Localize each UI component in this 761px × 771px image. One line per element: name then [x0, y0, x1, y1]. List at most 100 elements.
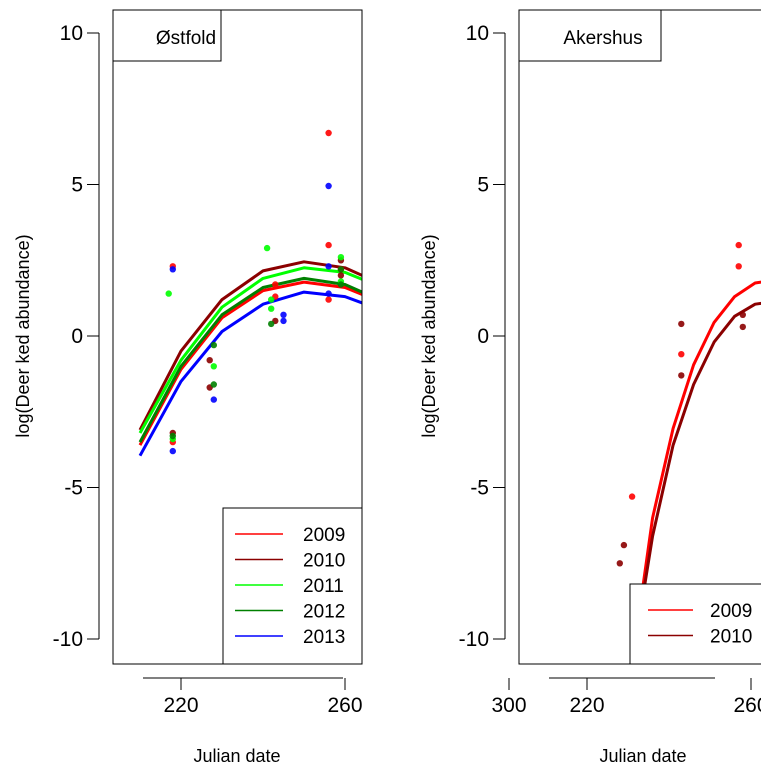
data-point-2013 — [169, 266, 176, 273]
data-point-2012 — [596, 281, 602, 287]
data-point-2011 — [268, 296, 275, 303]
data-point-2009 — [325, 129, 332, 137]
data-layer — [616, 241, 761, 664]
legend-label: 2010 — [710, 627, 752, 648]
data-point-2012 — [596, 442, 602, 448]
y-tick-label: -10 — [53, 628, 83, 651]
data-point-2010 — [395, 209, 401, 215]
fit-curve-2009 — [630, 280, 761, 664]
data-point-2009 — [444, 357, 450, 363]
data-point-2010 — [739, 311, 746, 318]
data-point-2010 — [465, 345, 471, 351]
data-point-2010 — [206, 357, 213, 364]
data-point-2012 — [268, 320, 275, 328]
y-axis-label: log(Deer ked abundance) — [13, 234, 33, 437]
data-point-2011 — [395, 248, 401, 254]
data-point-2009 — [628, 493, 636, 500]
data-point-2011 — [268, 305, 275, 312]
data-point-2009 — [325, 241, 332, 249]
panel-title: Østfold — [156, 28, 216, 49]
fit-curve-2012 — [138, 276, 362, 443]
data-points — [616, 241, 746, 567]
data-point-2013 — [280, 317, 287, 325]
y-axis: 10 5 0 -5 -10 log(Deer ked abundance) — [13, 22, 100, 651]
data-point-2013 — [210, 396, 217, 403]
data-point-2011 — [395, 321, 401, 327]
x-tick-label: 300 — [491, 694, 526, 717]
y-axis: 10 5 0 -5 -10 log(Deer ked abundance) — [419, 22, 506, 651]
data-point-2011 — [263, 244, 271, 252]
data-point-2010 — [395, 296, 401, 302]
fit-curves — [630, 280, 761, 664]
data-point-2010 — [616, 560, 623, 567]
data-point-2012 — [457, 365, 463, 371]
data-point-2013 — [465, 369, 471, 375]
y-tick-label: 0 — [71, 325, 83, 348]
data-point-2010 — [588, 415, 594, 421]
fit-curve-2011 — [138, 266, 362, 434]
plot-frame — [518, 9, 761, 665]
x-axis-label: Julian date — [193, 746, 280, 766]
data-point-2013 — [526, 409, 532, 415]
data-point-2009 — [588, 427, 594, 433]
data-point-2013 — [325, 263, 332, 270]
legend: 2009 2010 2011 2012 2013 — [222, 507, 363, 665]
x-tick-label: 260 — [327, 694, 362, 717]
legend-label: 2009 — [710, 601, 752, 622]
data-point-2009 — [395, 287, 401, 293]
data-point-2012 — [399, 324, 405, 330]
panel-title-box: Akershus — [518, 9, 662, 62]
y-tick-label: 0 — [477, 325, 489, 348]
data-point-2012 — [210, 341, 217, 349]
y-ticks: 10 5 0 -5 -10 — [53, 22, 99, 651]
data-point-2012 — [588, 419, 594, 425]
data-point-2010 — [526, 340, 532, 346]
legend-label: 2011 — [303, 576, 344, 597]
data-point-2013 — [403, 324, 409, 330]
panel-title: Akershus — [563, 28, 642, 49]
y-tick-label: 10 — [60, 22, 83, 45]
fit-curves — [138, 260, 362, 457]
fit-curve-2009 — [138, 280, 362, 446]
data-point-2010 — [678, 320, 685, 328]
data-point-2013 — [325, 182, 332, 190]
data-point-2012 — [169, 432, 176, 440]
x-tick-label: 220 — [569, 694, 604, 717]
data-point-2012 — [337, 266, 345, 273]
data-point-2009 — [735, 263, 742, 270]
x-tick-label: 260 — [733, 694, 761, 717]
data-point-2011 — [395, 230, 401, 236]
y-axis-label: log(Deer ked abundance) — [419, 234, 439, 437]
panel-akershus: 10 5 0 -5 -10 log(Deer ked abundance) 220 260… — [419, 9, 761, 766]
legend: 2009 2010 — [629, 583, 761, 665]
data-point-2010 — [620, 541, 628, 549]
data-point-2010 — [678, 372, 685, 379]
data-point-2013 — [588, 439, 594, 445]
data-point-2011 — [465, 365, 471, 371]
legend-label: 2012 — [303, 602, 345, 623]
panel-ostfold: 10 5 0 -5 -10 log(Deer ked abundance) 220 260… — [13, 9, 602, 766]
data-point-2012 — [337, 281, 345, 288]
legend-label: 2013 — [303, 627, 345, 648]
data-point-2013 — [403, 312, 409, 318]
y-tick-label: -5 — [470, 477, 489, 500]
data-points — [165, 129, 602, 455]
y-ticks: 10 5 0 -5 -10 — [459, 22, 505, 651]
fit-curve-2010 — [630, 301, 761, 664]
y-tick-label: 5 — [71, 174, 83, 197]
legend-label: 2009 — [303, 525, 345, 546]
data-point-2013 — [280, 311, 287, 318]
y-tick-label: -10 — [459, 628, 489, 651]
data-point-2010 — [337, 272, 345, 279]
y-tick-label: 10 — [466, 22, 489, 45]
data-point-2013 — [169, 447, 176, 455]
data-point-2011 — [210, 363, 217, 370]
data-point-2012 — [399, 275, 405, 281]
fit-curve-2010 — [138, 260, 362, 431]
x-axis-label: Julian date — [599, 746, 686, 766]
